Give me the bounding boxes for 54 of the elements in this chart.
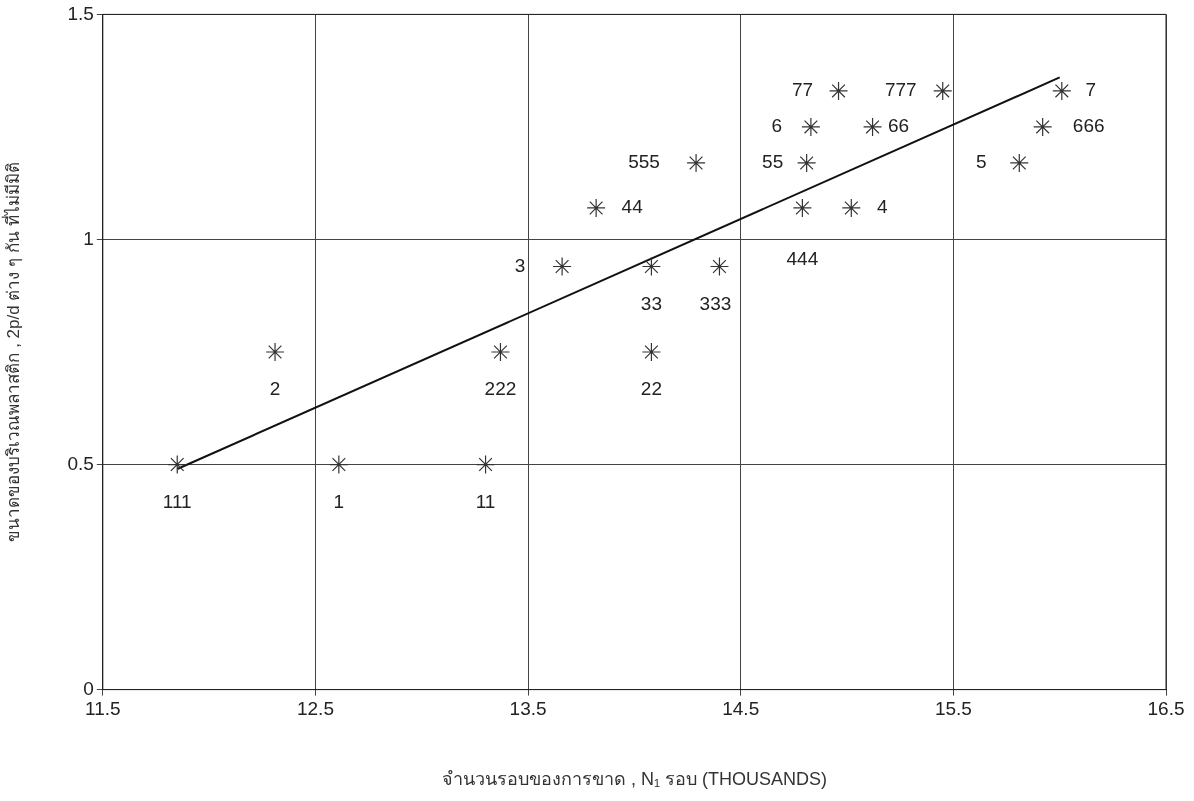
annotation: 11	[475, 490, 496, 512]
point	[933, 81, 953, 101]
annotation: 111	[162, 490, 192, 512]
point	[862, 117, 883, 137]
annotation: 5	[975, 151, 987, 173]
point	[709, 256, 730, 277]
annotation: 2	[269, 378, 281, 400]
annotation: 66	[887, 115, 910, 137]
point	[801, 117, 821, 137]
annotation: 6	[771, 115, 783, 137]
point	[552, 256, 572, 277]
x-axis-title: จำนวนรอบของการขาด , N₁ รอบ (THOUSANDS)	[441, 769, 827, 790]
point	[265, 342, 285, 362]
point	[797, 153, 817, 173]
x-tick-label: 15.5	[934, 698, 972, 720]
annotation: 3	[514, 254, 526, 276]
point	[1052, 81, 1072, 101]
x-tick-label: 14.5	[722, 698, 760, 720]
annotation: 555	[628, 151, 660, 173]
annotation: 44	[621, 196, 644, 218]
point	[329, 454, 349, 475]
annotation: 333	[699, 292, 732, 314]
y-axis-title: ขนาดของบริเวณพลาสติก , 2p/d ต่าง ๆ กัน ที่ไม่มีมิติ	[0, 162, 23, 542]
point	[475, 454, 496, 475]
point	[586, 198, 606, 218]
point	[641, 342, 662, 362]
point	[841, 198, 861, 218]
annotation: 4	[877, 196, 889, 218]
x-tick-label: 12.5	[296, 698, 334, 720]
point	[641, 256, 662, 277]
point	[490, 342, 511, 362]
point	[167, 454, 187, 475]
y-tick-label: 1	[83, 227, 94, 249]
x-tick-label: 11.5	[85, 698, 121, 720]
annotation: 666	[1072, 115, 1105, 137]
annotation: 33	[640, 292, 662, 314]
annotation: 1	[333, 490, 345, 512]
annotation: 222	[484, 378, 517, 400]
annotation: 444	[786, 248, 819, 270]
point	[1033, 117, 1053, 137]
point	[828, 81, 849, 101]
x-tick-label: 13.5	[509, 698, 547, 720]
annotation: 77	[791, 79, 814, 101]
point	[1009, 153, 1029, 173]
x-tick-label: 16.5	[1147, 698, 1185, 720]
annotation: 777	[884, 79, 917, 101]
point	[792, 198, 812, 218]
annotation: 22	[640, 378, 662, 400]
y-tick-label: 1.5	[67, 2, 94, 24]
point	[686, 153, 706, 173]
y-tick-label: 0.5	[67, 452, 94, 474]
y-tick-label: 0	[83, 677, 94, 699]
annotation: 55	[762, 151, 784, 173]
annotation: 7	[1085, 79, 1097, 101]
